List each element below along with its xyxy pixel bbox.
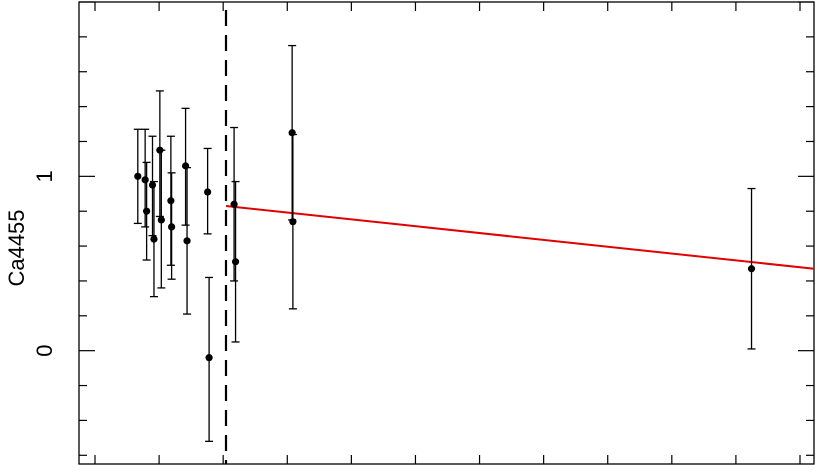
point-marker	[167, 197, 175, 205]
data-point	[149, 180, 158, 298]
y-tick-labels: 01	[32, 170, 57, 357]
y-tick-label: 1	[32, 170, 57, 182]
y-tick-label: 0	[32, 345, 57, 357]
data-point	[230, 126, 239, 282]
data-points	[133, 44, 756, 442]
data-point	[157, 149, 166, 289]
point-marker	[134, 172, 142, 180]
point-marker	[181, 162, 190, 170]
y-axis-label: Ca4455	[4, 209, 29, 286]
point-marker	[747, 265, 756, 273]
point-marker	[168, 223, 176, 231]
data-point	[181, 107, 190, 226]
data-point	[288, 44, 297, 221]
tick-marks	[79, 1, 814, 464]
point-marker	[150, 235, 158, 243]
data-point	[148, 135, 157, 237]
point-marker	[204, 188, 212, 196]
point-marker	[231, 258, 240, 266]
data-point	[166, 135, 175, 266]
data-point	[231, 180, 240, 343]
point-marker	[141, 176, 149, 184]
point-marker	[183, 237, 191, 245]
data-point	[747, 187, 756, 350]
fit-line	[225, 204, 815, 270]
data-point	[288, 133, 297, 310]
fit-line-group	[225, 204, 815, 270]
point-marker	[230, 200, 238, 208]
data-point	[142, 161, 151, 261]
point-marker	[157, 216, 165, 224]
point-marker	[205, 354, 213, 362]
data-point	[133, 128, 142, 225]
data-point	[183, 166, 192, 315]
point-marker	[288, 129, 296, 137]
data-point	[205, 276, 214, 442]
data-point	[167, 172, 176, 280]
point-marker	[289, 218, 297, 226]
data-point	[155, 90, 164, 218]
axes	[78, 1, 815, 465]
point-marker	[143, 207, 151, 215]
point-marker	[148, 181, 157, 189]
plot-frame	[78, 1, 815, 465]
data-point	[203, 147, 212, 235]
